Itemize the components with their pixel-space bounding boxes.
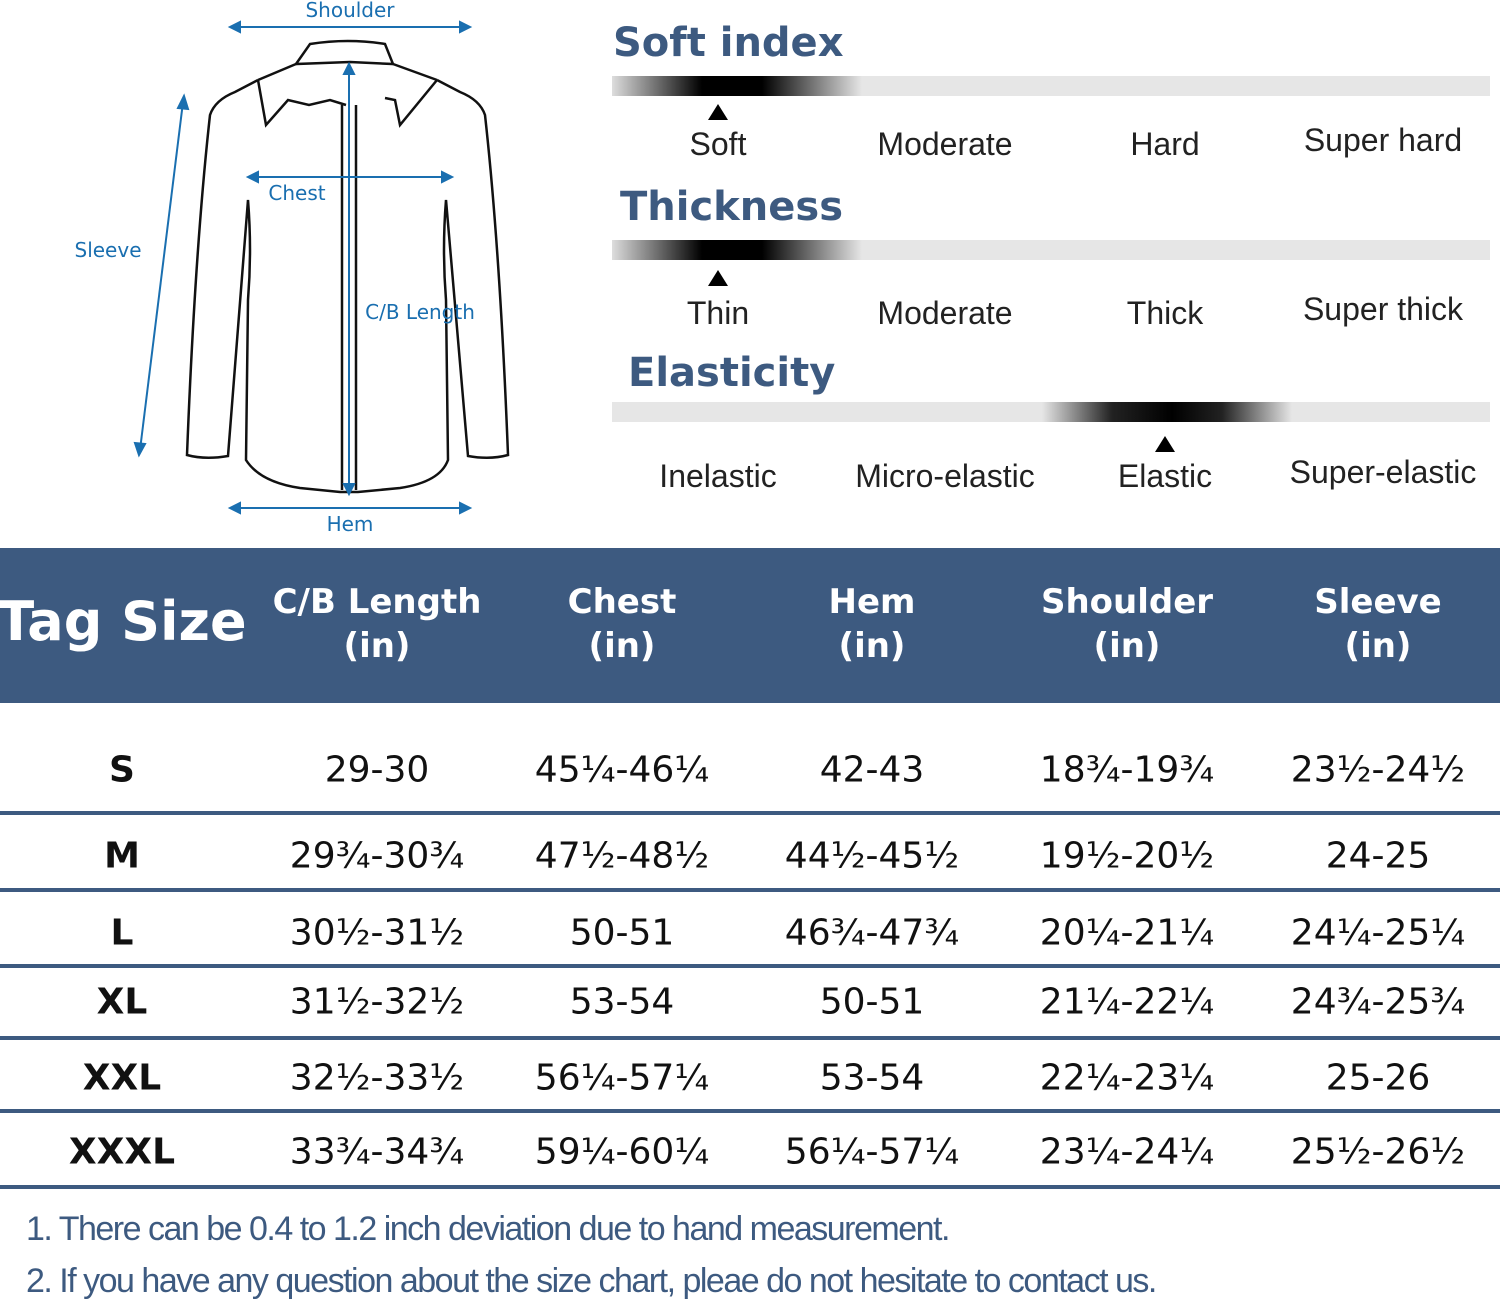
measure-cell: 50-51 [569,912,675,954]
sleeve-label: Sleeve [74,238,142,262]
measure-cell: 23¼-24¼ [1039,1131,1215,1173]
measure-cell: 20¼-21¼ [1039,912,1215,954]
hem-label: Hem [326,512,374,536]
size-cell: XXL [82,1057,162,1099]
header-cell: Sleeve (in) [1314,580,1441,668]
measure-cell: 42-43 [819,749,925,791]
scale-level: Thick [1126,295,1204,331]
header-cell: Shoulder (in) [1041,580,1213,668]
chest-label: Chest [268,181,326,205]
marker-triangle-icon [708,104,728,120]
scale-title: Elasticity [628,350,836,396]
scale-level: Super thick [1302,291,1464,327]
header-cell: Hem (in) [829,580,916,668]
row-divider [0,964,1500,968]
measure-cell: 56¼-57¼ [784,1131,960,1173]
measure-cell: 19½-20½ [1039,835,1215,877]
measure-cell: 25-26 [1325,1057,1431,1099]
measure-cell: 24-25 [1325,835,1431,877]
measure-cell: 21¼-22¼ [1039,981,1215,1023]
cb-length-label: C/B Length [365,300,475,324]
scale-bar [612,240,1490,260]
header-cell: C/B Length (in) [273,580,482,668]
row-divider [0,1036,1500,1040]
header-text: (in) [1093,626,1161,666]
row-divider [0,1109,1500,1113]
scale-title: Thickness [620,184,844,230]
scale-level: Moderate [877,126,1013,162]
scale-level: Super-elastic [1289,454,1477,490]
size-cell: S [109,749,135,791]
measure-cell: 45¼-46¼ [534,749,710,791]
measure-cell: 24¾-25¾ [1290,981,1466,1023]
header-text: (in) [1344,626,1412,666]
row-divider [0,1185,1500,1189]
marker-triangle-icon [708,270,728,286]
row-divider [0,811,1500,815]
scale-bar [612,76,1490,96]
size-cell: L [110,912,134,954]
measure-cell: 29¾-30¾ [289,835,465,877]
row-divider [0,888,1500,892]
scale-level: Soft [689,126,747,162]
measure-cell: 29-30 [324,749,430,791]
measure-cell: 25½-26½ [1290,1131,1466,1173]
shoulder-label: Shoulder [305,0,395,22]
measure-cell: 59¼-60¼ [534,1131,710,1173]
measure-cell: 46¾-47¾ [784,912,960,954]
header-text: C/B Length [272,582,482,622]
measure-cell: 44½-45½ [784,835,960,877]
note-1: 1. There can be 0.4 to 1.2 inch deviatio… [26,1210,950,1248]
scale-bar [612,402,1490,422]
measure-cell: 31½-32½ [289,981,465,1023]
scale-level: Micro-elastic [855,458,1035,494]
header-text: Shoulder [1040,582,1214,622]
size-cell: M [104,835,140,877]
header-tag-size: Tag Size [0,590,247,653]
measure-cell: 56¼-57¼ [534,1057,710,1099]
measure-cell: 23½-24½ [1290,749,1466,791]
measure-cell: 53-54 [569,981,675,1023]
measure-cell: 32½-33½ [289,1057,465,1099]
measure-cell: 50-51 [819,981,925,1023]
measure-cell: 30½-31½ [289,912,465,954]
header-text: (in) [838,626,906,666]
measure-cell: 18¾-19¾ [1039,749,1215,791]
marker-triangle-icon [1155,436,1175,452]
scale-level: Hard [1130,126,1200,162]
measure-cell: 33¾-34¾ [289,1131,465,1173]
size-cell: XXXL [68,1131,176,1173]
scale-level: Inelastic [659,458,777,494]
header-text: Chest [567,582,677,622]
header-cell: Chest (in) [568,580,677,668]
header-text: Hem [828,582,916,622]
header-text: (in) [588,626,656,666]
size-cell: XL [96,981,148,1023]
table-header [0,548,1500,703]
scale-level: Elastic [1117,458,1213,494]
measure-cell: 53-54 [819,1057,925,1099]
scale-title: Soft index [613,20,844,66]
measure-cell: 47½-48½ [534,835,710,877]
note-2: 2. If you have any question about the si… [26,1262,1157,1300]
header-text: Sleeve [1314,582,1442,622]
scale-level: Thin [686,295,750,331]
scale-level: Moderate [877,295,1013,331]
shirt-diagram [133,20,510,515]
measure-cell: 22¼-23¼ [1039,1057,1215,1099]
measure-cell: 24¼-25¼ [1290,912,1466,954]
header-text: (in) [343,626,411,666]
scale-level: Super hard [1303,122,1463,158]
